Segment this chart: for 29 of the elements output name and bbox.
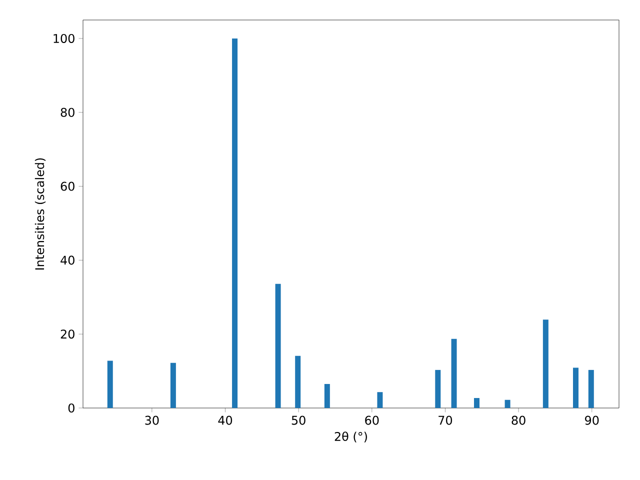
x-tick-label: 90 bbox=[585, 416, 599, 425]
y-tick-label: 0 bbox=[68, 403, 74, 413]
bar bbox=[324, 384, 330, 408]
x-axis-title: 2θ (°) bbox=[334, 432, 367, 442]
bar bbox=[572, 368, 578, 408]
bar bbox=[107, 360, 113, 408]
x-tick-label: 40 bbox=[218, 416, 232, 425]
y-tick-label: 40 bbox=[60, 256, 74, 265]
y-tick-label: 60 bbox=[60, 182, 74, 191]
bar bbox=[435, 370, 441, 408]
bar bbox=[588, 370, 594, 408]
bar bbox=[451, 338, 457, 408]
bar bbox=[295, 356, 301, 408]
bar bbox=[232, 38, 238, 408]
y-tick-label: 80 bbox=[60, 108, 74, 117]
bar bbox=[474, 398, 480, 408]
bar bbox=[377, 392, 383, 408]
y-tick-label: 100 bbox=[54, 34, 74, 43]
x-tick-label: 30 bbox=[145, 416, 159, 425]
x-tick-label: 50 bbox=[292, 416, 306, 425]
bar bbox=[504, 400, 510, 408]
x-tick-label: 70 bbox=[438, 416, 452, 425]
y-axis-title: Intensities (scaled) bbox=[34, 158, 46, 270]
x-tick-label: 60 bbox=[365, 416, 379, 425]
bar bbox=[275, 284, 281, 408]
x-tick-label: 80 bbox=[512, 416, 526, 425]
bar bbox=[170, 362, 176, 408]
bar bbox=[542, 320, 548, 408]
y-tick-label: 20 bbox=[60, 330, 74, 339]
